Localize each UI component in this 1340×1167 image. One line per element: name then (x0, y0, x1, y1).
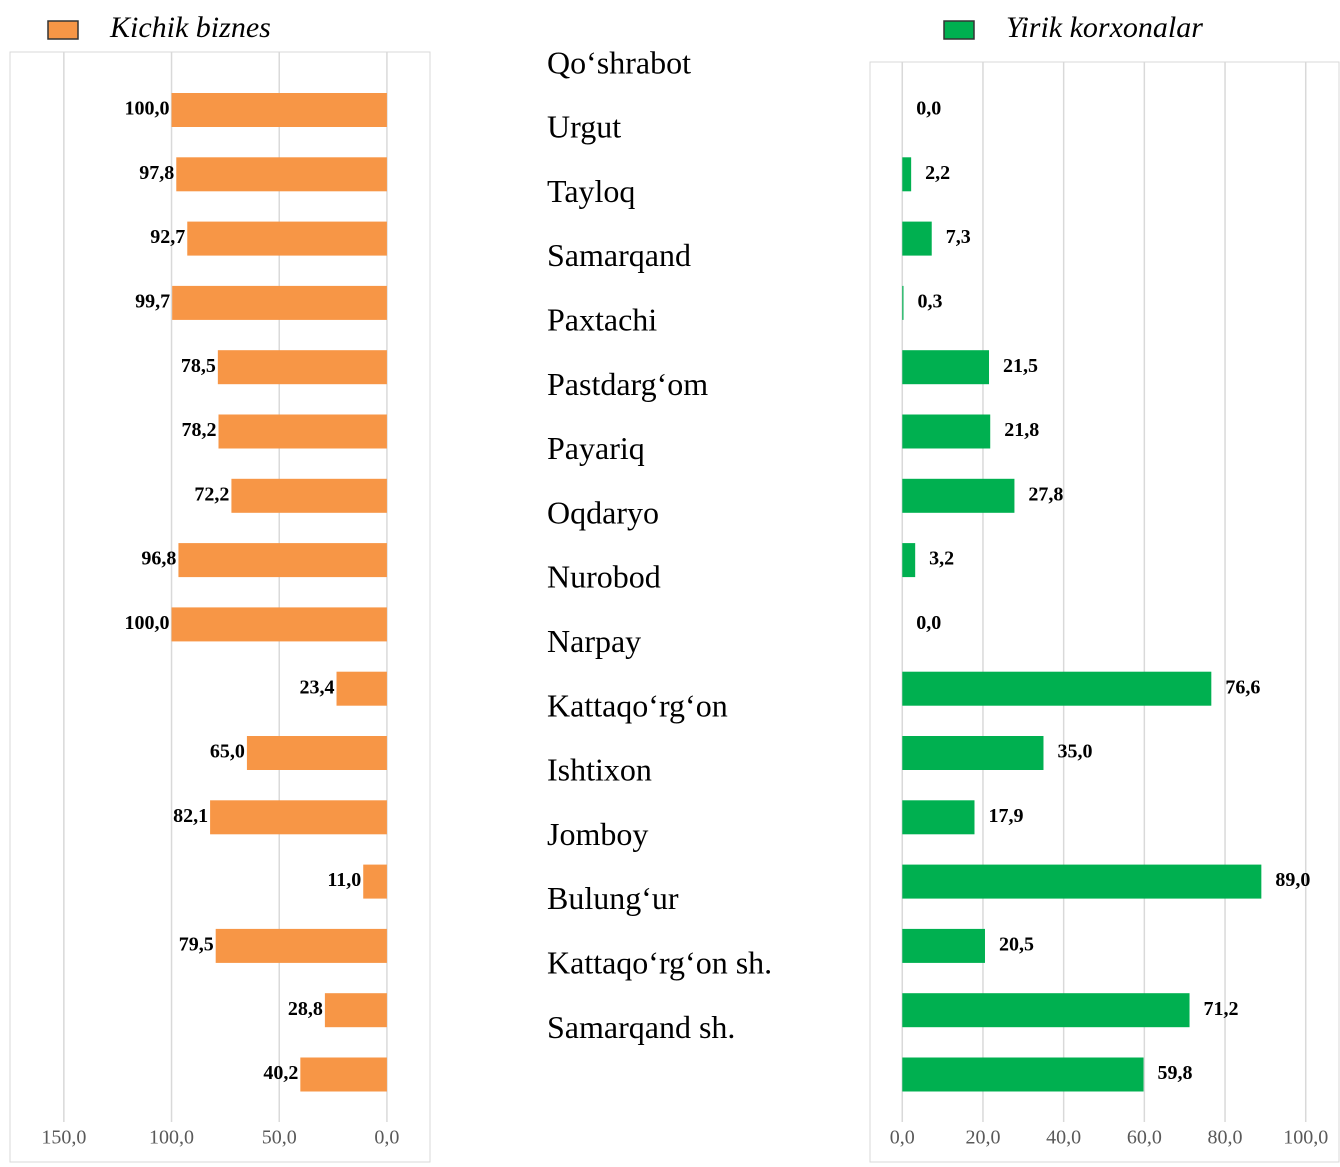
value-label: 0,0 (916, 98, 941, 120)
value-label: 23,4 (300, 676, 335, 698)
bar (300, 1057, 387, 1092)
value-label: 40,2 (263, 1062, 298, 1084)
category-label: Oqdaryo (547, 494, 659, 530)
category-label: Nurobod (547, 559, 661, 595)
bar (172, 285, 387, 320)
bar (902, 350, 990, 385)
category-label: Kattaqo‘rg‘on sh. (547, 945, 772, 981)
value-label: 20,5 (999, 933, 1034, 955)
value-label: 76,6 (1225, 676, 1260, 698)
value-label: 11,0 (327, 869, 361, 891)
category-label: Pastdarg‘om (547, 366, 708, 402)
bar (324, 993, 387, 1028)
left-plot-frame (9, 51, 431, 1163)
value-label: 78,2 (181, 419, 216, 441)
x-tick-label: 0,0 (374, 1127, 399, 1149)
value-label: 65,0 (210, 741, 245, 763)
bar (902, 1057, 1144, 1092)
value-label: 17,9 (988, 805, 1023, 827)
value-label: 59,8 (1158, 1062, 1193, 1084)
value-label: 35,0 (1057, 741, 1092, 763)
bar (902, 928, 985, 963)
category-label: Tayloq (547, 173, 635, 209)
category-label: Urgut (547, 109, 621, 145)
value-label: 28,8 (288, 998, 323, 1020)
legend-label: Yirik korxonalar (1006, 11, 1203, 44)
category-label: Qo‘shrabot (547, 44, 691, 80)
value-label: 89,0 (1275, 869, 1310, 891)
bar (363, 864, 387, 899)
bar (215, 928, 387, 963)
value-label: 82,1 (173, 805, 208, 827)
x-tick-label: 20,0 (965, 1127, 1000, 1149)
bar (902, 671, 1212, 706)
value-label: 100,0 (125, 612, 170, 634)
value-label: 79,5 (179, 933, 214, 955)
category-label: Kattaqo‘rg‘on (547, 687, 728, 723)
bar (187, 221, 387, 256)
legend-swatch (943, 20, 975, 40)
bar (902, 993, 1190, 1028)
x-tick-label: 80,0 (1208, 1127, 1243, 1149)
x-tick-label: 40,0 (1046, 1127, 1081, 1149)
bar (210, 800, 387, 835)
bar (336, 671, 387, 706)
bar (171, 93, 387, 127)
category-label: Payariq (547, 430, 645, 466)
value-label: 92,7 (150, 226, 185, 248)
category-label: Jomboy (547, 816, 648, 852)
bar (902, 736, 1044, 770)
value-label: 21,5 (1003, 355, 1038, 377)
right-plot-frame (869, 61, 1340, 1163)
bar (902, 864, 1262, 899)
value-label: 97,8 (139, 162, 174, 184)
value-label: 21,8 (1004, 419, 1039, 441)
category-label: Ishtixon (547, 752, 652, 788)
bar (902, 285, 904, 320)
bar (902, 478, 1015, 513)
value-label: 78,5 (181, 355, 216, 377)
bar (218, 414, 387, 449)
x-tick-label: 50,0 (262, 1127, 297, 1149)
x-tick-label: 100,0 (1283, 1127, 1328, 1149)
value-label: 0,3 (917, 290, 942, 312)
bar (178, 543, 387, 578)
value-label: 96,8 (141, 548, 176, 570)
x-tick-label: 60,0 (1127, 1127, 1162, 1149)
bar (902, 800, 975, 835)
value-label: 0,0 (916, 612, 941, 634)
category-label: Samarqand (547, 237, 691, 273)
bar (902, 221, 932, 256)
legend-label: Kichik biznes (109, 11, 271, 44)
legend-swatch (47, 20, 79, 40)
bar (176, 157, 387, 192)
category-label: Paxtachi (547, 302, 657, 338)
category-label: Bulung‘ur (547, 880, 679, 916)
value-label: 7,3 (946, 226, 971, 248)
x-tick-label: 0,0 (890, 1127, 915, 1149)
bar (231, 478, 387, 513)
value-label: 72,2 (194, 483, 229, 505)
value-label: 100,0 (125, 98, 170, 120)
value-label: 27,8 (1028, 483, 1063, 505)
x-tick-label: 150,0 (41, 1127, 86, 1149)
category-label: Samarqand sh. (547, 1009, 735, 1045)
value-label: 2,2 (925, 162, 950, 184)
bar (217, 350, 387, 385)
category-label: Narpay (547, 623, 641, 659)
bar (171, 607, 387, 642)
bar (246, 736, 387, 770)
bar (902, 157, 912, 192)
bar (902, 543, 916, 578)
bar (902, 414, 991, 449)
value-label: 99,7 (135, 290, 170, 312)
value-label: 3,2 (929, 548, 954, 570)
value-label: 71,2 (1204, 998, 1239, 1020)
x-tick-label: 100,0 (149, 1127, 194, 1149)
